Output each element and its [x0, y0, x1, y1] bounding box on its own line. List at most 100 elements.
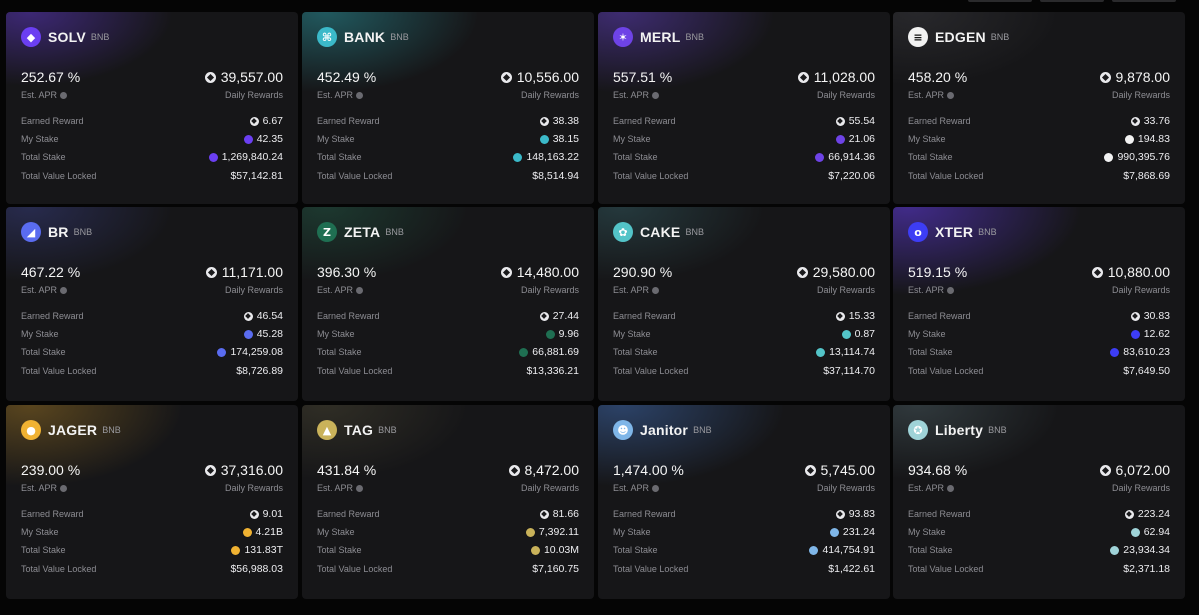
info-icon[interactable] — [652, 91, 660, 99]
pool-token-name: Liberty — [935, 422, 984, 438]
pool-card-jager[interactable]: ● JAGER BNB 239.00 % Est. APR 37,316.00 … — [6, 405, 298, 599]
apr-label: Est. APR — [317, 483, 364, 493]
info-icon[interactable] — [947, 286, 955, 294]
tvl-row: Total Value Locked $1,422.61 — [613, 563, 875, 575]
bnb-coin-icon — [249, 509, 259, 519]
info-icon[interactable] — [947, 484, 955, 492]
zeta-logo-icon: Z — [317, 222, 337, 242]
my-stake-row: My Stake 9.96 — [317, 328, 579, 340]
solv-logo-icon — [243, 134, 253, 144]
my-stake-row: My Stake 7,392.11 — [317, 526, 579, 538]
total-stake-row: Total Stake 414,754.91 — [613, 544, 875, 556]
merl-logo-icon — [815, 152, 825, 162]
pool-header: ☻ Janitor BNB — [613, 419, 712, 441]
pool-card-tag[interactable]: ▲ TAG BNB 431.84 % Est. APR 8,472.00 Dai… — [302, 405, 594, 599]
pool-token-name: XTER — [935, 224, 974, 240]
earned-reward-row: Earned Reward 93.83 — [613, 508, 875, 520]
apr-label: Est. APR — [317, 285, 364, 295]
total-stake-row: Total Stake 174,259.08 — [21, 346, 283, 358]
daily-rewards-value: 37,316.00 — [204, 462, 283, 478]
pool-card-xter[interactable]: o XTER BNB 519.15 % Est. APR 10,880.00 D… — [893, 207, 1185, 401]
pool-header: Z ZETA BNB — [317, 221, 404, 243]
daily-rewards-label: Daily Rewards — [1111, 483, 1170, 493]
info-icon[interactable] — [356, 91, 364, 99]
pool-token-name: EDGEN — [935, 29, 986, 45]
total-stake-row: Total Stake 66,881.69 — [317, 346, 579, 358]
pool-chain-tag: BNB — [73, 227, 93, 237]
pool-header: ◢ BR BNB — [21, 221, 92, 243]
earned-reward-row: Earned Reward 38.38 — [317, 115, 579, 127]
tvl-row: Total Value Locked $8,514.94 — [317, 170, 579, 182]
cake-logo-icon: ✿ — [613, 222, 633, 242]
total-stake-row: Total Stake 13,114.74 — [613, 346, 875, 358]
edgen-logo-icon — [1104, 152, 1114, 162]
bnb-coin-icon — [835, 311, 845, 321]
pool-chain-tag: BNB — [390, 32, 409, 42]
daily-rewards-label: Daily Rewards — [1111, 90, 1170, 100]
pool-card-bank[interactable]: ⌘ BANK BNB 452.49 % Est. APR 10,556.00 D… — [302, 12, 594, 204]
info-icon[interactable] — [356, 286, 364, 294]
daily-rewards-label: Daily Rewards — [520, 483, 579, 493]
pool-header: ✶ MERL BNB — [613, 26, 704, 48]
pool-card-liberty[interactable]: ✪ Liberty BNB 934.68 % Est. APR 6,072.00… — [893, 405, 1185, 599]
pool-card-edgen[interactable]: ≡ EDGEN BNB 458.20 % Est. APR 9,878.00 D… — [893, 12, 1185, 204]
earned-reward-row: Earned Reward 55.54 — [613, 115, 875, 127]
pool-card-solv[interactable]: ◆ SOLV BNB 252.67 % Est. APR 39,557.00 D… — [6, 12, 298, 204]
daily-rewards-value: 11,028.00 — [797, 69, 875, 85]
br-logo-icon — [243, 329, 253, 339]
info-icon[interactable] — [60, 91, 68, 99]
pool-card-zeta[interactable]: Z ZETA BNB 396.30 % Est. APR 14,480.00 D… — [302, 207, 594, 401]
apr-value: 557.51 % — [613, 69, 673, 85]
bnb-coin-icon — [796, 266, 808, 278]
apr-label: Est. APR — [908, 483, 955, 493]
daily-rewards-label: Daily Rewards — [520, 90, 579, 100]
pool-card-br[interactable]: ◢ BR BNB 467.22 % Est. APR 11,171.00 Dai… — [6, 207, 298, 401]
my-stake-row: My Stake 4.21B — [21, 526, 283, 538]
top-toolbar-remnant — [0, 0, 1199, 6]
pool-token-name: JAGER — [48, 422, 98, 438]
pool-card-cake[interactable]: ✿ CAKE BNB 290.90 % Est. APR 29,580.00 D… — [598, 207, 890, 401]
liberty-logo-icon — [1130, 527, 1140, 537]
info-icon[interactable] — [356, 484, 364, 492]
apr-label: Est. APR — [317, 90, 364, 100]
pool-card-merl[interactable]: ✶ MERL BNB 557.51 % Est. APR 11,028.00 D… — [598, 12, 890, 204]
bank-logo-icon — [539, 134, 549, 144]
pool-header: ● JAGER BNB — [21, 419, 121, 441]
pool-token-name: SOLV — [48, 29, 86, 45]
pool-card-janitor[interactable]: ☻ Janitor BNB 1,474.00 % Est. APR 5,745.… — [598, 405, 890, 599]
tag-logo-icon — [530, 545, 540, 555]
apr-value: 519.15 % — [908, 264, 968, 280]
daily-rewards-label: Daily Rewards — [816, 90, 875, 100]
janitor-logo-icon: ☻ — [613, 420, 633, 440]
pool-chain-tag: BNB — [990, 32, 1010, 42]
bnb-coin-icon — [500, 266, 512, 278]
total-stake-row: Total Stake 10.03M — [317, 544, 579, 556]
info-icon[interactable] — [652, 484, 660, 492]
info-icon[interactable] — [947, 91, 955, 99]
bnb-coin-icon — [1124, 509, 1134, 519]
my-stake-row: My Stake 12.62 — [908, 328, 1170, 340]
pool-token-name: MERL — [640, 29, 681, 45]
earned-reward-row: Earned Reward 9.01 — [21, 508, 283, 520]
bnb-coin-icon — [1130, 311, 1140, 321]
tvl-row: Total Value Locked $2,371.18 — [908, 563, 1170, 575]
info-icon[interactable] — [652, 286, 660, 294]
bnb-coin-icon — [204, 464, 216, 476]
daily-rewards-value: 29,580.00 — [796, 264, 875, 280]
info-icon[interactable] — [60, 286, 68, 294]
my-stake-row: My Stake 38.15 — [317, 133, 579, 145]
cake-logo-icon — [816, 347, 826, 357]
br-logo-icon — [217, 347, 227, 357]
tvl-row: Total Value Locked $8,726.89 — [21, 365, 283, 377]
apr-value: 396.30 % — [317, 264, 377, 280]
bnb-coin-icon — [835, 116, 845, 126]
earned-reward-row: Earned Reward 27.44 — [317, 310, 579, 322]
info-icon[interactable] — [60, 484, 68, 492]
total-stake-row: Total Stake 148,163.22 — [317, 151, 579, 163]
my-stake-row: My Stake 45.28 — [21, 328, 283, 340]
apr-value: 934.68 % — [908, 462, 968, 478]
daily-rewards-value: 9,878.00 — [1099, 69, 1170, 85]
solv-logo-icon — [208, 152, 218, 162]
bnb-coin-icon — [539, 509, 549, 519]
apr-value: 452.49 % — [317, 69, 377, 85]
